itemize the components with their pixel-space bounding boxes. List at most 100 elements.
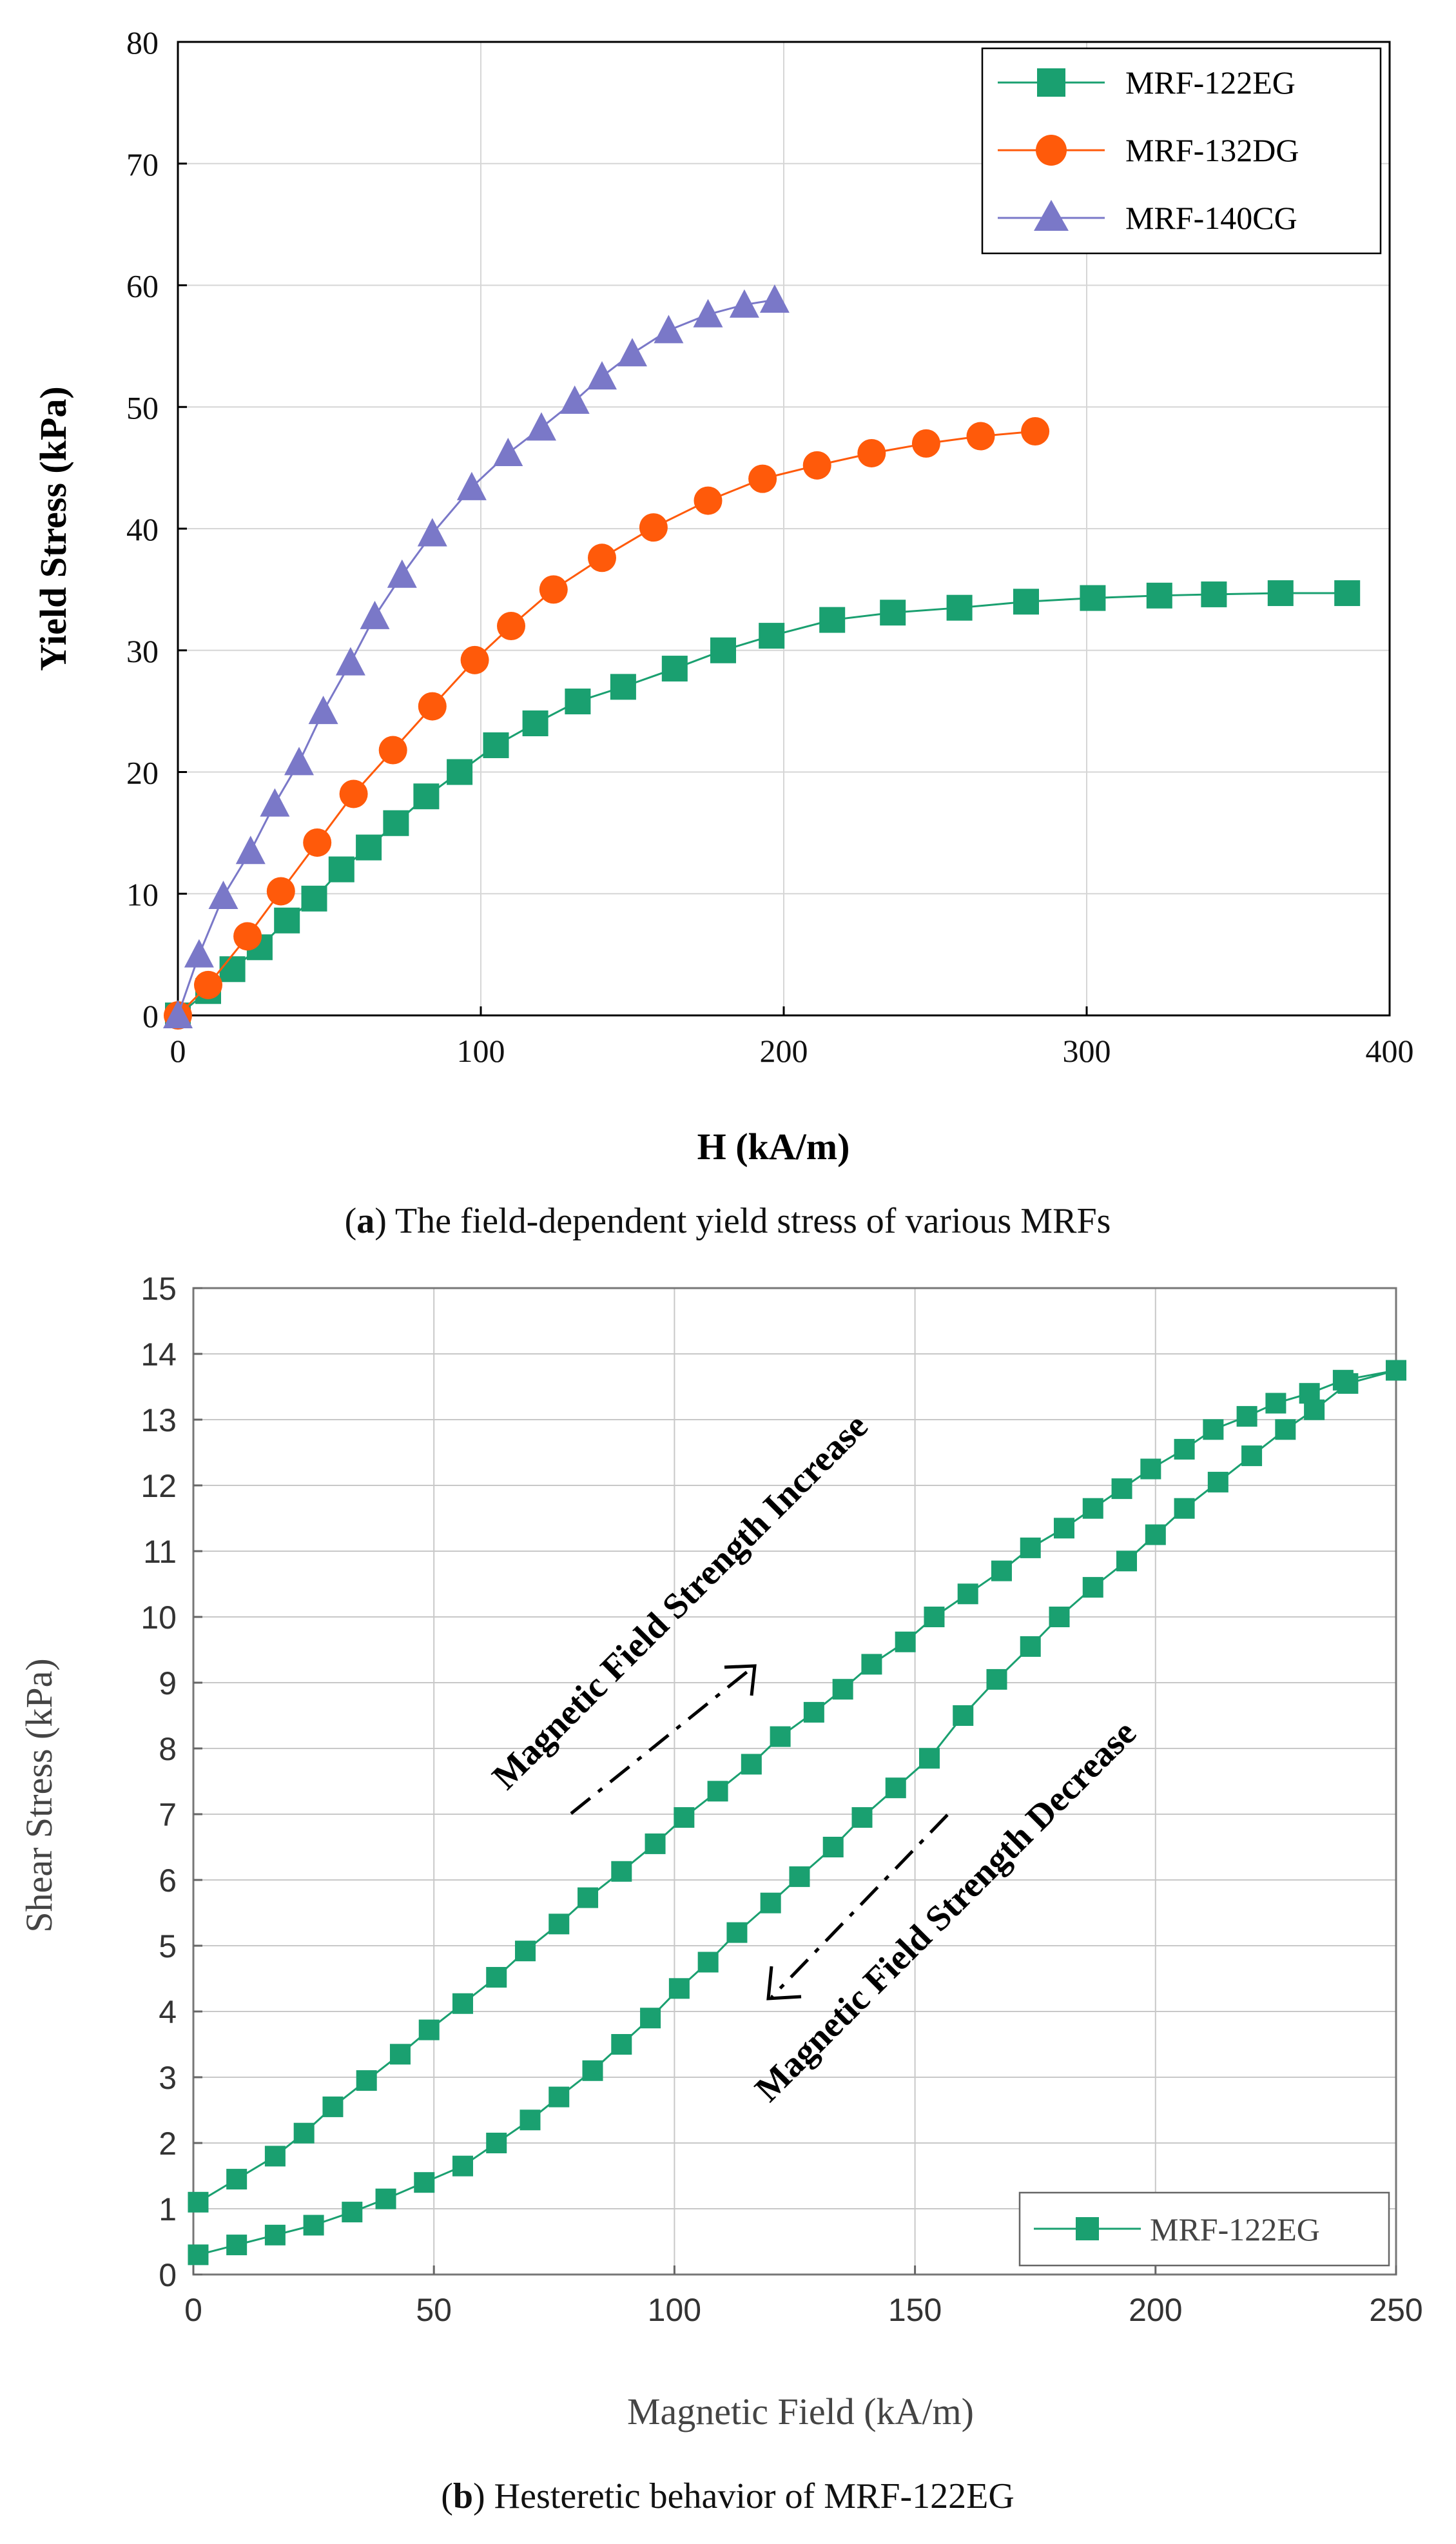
data-point — [617, 338, 647, 367]
data-point — [522, 710, 548, 736]
data-point — [759, 623, 785, 649]
data-point — [565, 689, 591, 715]
panel-a-caption: (a) The field-dependent yield stress of … — [345, 1201, 1111, 1241]
arrow-head-up-icon — [724, 1664, 757, 1696]
data-point — [260, 788, 290, 817]
data-point — [966, 422, 995, 451]
data-point — [483, 732, 509, 758]
data-point — [264, 2224, 286, 2246]
x-tick-label: 250 — [1369, 2292, 1422, 2328]
data-point — [697, 1952, 719, 1973]
legend-triangle-marker — [1034, 200, 1069, 231]
panel-a-ylabel: Yield Stress (kPa) — [32, 386, 74, 670]
legend-label-mrf-140cg: MRF-140CG — [1125, 200, 1297, 236]
data-point — [986, 1668, 1007, 1690]
panel-a-ticks: 0 100 200 300 400 0 10 20 30 40 50 60 70 80 — [126, 24, 1414, 1069]
data-point — [946, 594, 973, 621]
y-tick-label: 70 — [126, 146, 159, 182]
panel-b-plot-frame — [192, 1287, 1397, 2276]
data-point — [707, 1781, 728, 1802]
data-point — [486, 1966, 507, 1988]
data-point — [1174, 1498, 1195, 1519]
data-point — [493, 437, 523, 466]
data-point — [342, 2202, 363, 2223]
data-point — [264, 2146, 286, 2167]
data-point — [1337, 1373, 1359, 1394]
data-point — [661, 656, 688, 682]
data-point — [789, 1866, 810, 1887]
y-tick-label: 1 — [159, 2191, 177, 2227]
data-point — [226, 2235, 248, 2256]
y-tick-label: 50 — [126, 389, 159, 426]
data-point — [418, 692, 447, 721]
data-point — [918, 1748, 940, 1769]
data-point — [710, 637, 736, 663]
data-point — [924, 1607, 945, 1627]
data-point — [539, 575, 568, 604]
data-point — [184, 939, 214, 968]
data-point — [1116, 1551, 1138, 1572]
data-point — [548, 2086, 570, 2108]
annotation-decrease-arrow — [770, 1814, 949, 1999]
data-point — [303, 828, 332, 857]
data-point — [640, 2008, 661, 2029]
data-point — [668, 1978, 690, 1999]
data-point — [418, 2019, 440, 2040]
data-point — [645, 1833, 666, 1854]
data-point — [235, 836, 266, 865]
data-point — [274, 907, 300, 934]
y-tick-label: 6 — [159, 1863, 177, 1899]
data-point — [957, 1583, 978, 1605]
data-point — [1111, 1478, 1132, 1500]
data-point — [911, 429, 940, 458]
x-tick-label: 200 — [1129, 2292, 1182, 2328]
data-point — [1241, 1445, 1263, 1467]
data-point — [293, 2122, 315, 2144]
legend-circle-marker — [1036, 135, 1067, 166]
data-point — [639, 513, 668, 542]
data-point — [832, 1679, 853, 1700]
data-point — [328, 856, 354, 883]
y-tick-label: 0 — [159, 2257, 177, 2293]
data-point — [219, 956, 246, 983]
panel-b-caption: (b) Hesteretic behavior of MRF-122EG — [441, 2476, 1014, 2516]
data-point — [1080, 585, 1106, 611]
data-point — [1140, 1458, 1161, 1480]
annotation-increase: Magnetic Field Strength Increase — [485, 1406, 876, 1797]
x-tick-label: 200 — [760, 1033, 808, 1069]
data-point — [1207, 1471, 1228, 1492]
data-point — [1236, 1405, 1257, 1427]
data-point — [1304, 1399, 1325, 1420]
annotation-decrease: Magnetic Field Strength Decrease — [748, 1713, 1144, 2109]
data-point — [857, 438, 886, 467]
data-point — [284, 747, 314, 776]
legend-label-mrf-132dg: MRF-132DG — [1125, 132, 1299, 168]
data-point — [194, 970, 222, 999]
y-tick-label: 12 — [141, 1468, 177, 1504]
y-tick-label: 10 — [141, 1600, 177, 1636]
data-point — [748, 464, 777, 493]
y-tick-label: 40 — [126, 511, 159, 547]
data-point — [452, 1993, 473, 2014]
data-point — [339, 779, 368, 808]
data-point — [515, 1941, 536, 1962]
data-point — [1049, 1607, 1070, 1627]
y-tick-label: 3 — [159, 2060, 177, 2096]
y-tick-label: 0 — [142, 998, 159, 1034]
x-tick-label: 300 — [1063, 1033, 1111, 1069]
data-point — [266, 877, 295, 906]
x-tick-label: 0 — [170, 1033, 186, 1069]
data-point — [895, 1631, 916, 1652]
y-tick-label: 11 — [143, 1534, 177, 1570]
data-point — [611, 1861, 632, 1882]
y-tick-label: 14 — [141, 1336, 177, 1373]
data-point — [759, 284, 790, 313]
data-point — [208, 881, 238, 910]
data-point — [383, 810, 409, 836]
data-point — [1174, 1438, 1195, 1460]
data-point — [1020, 1537, 1041, 1558]
data-point — [1275, 1419, 1296, 1440]
